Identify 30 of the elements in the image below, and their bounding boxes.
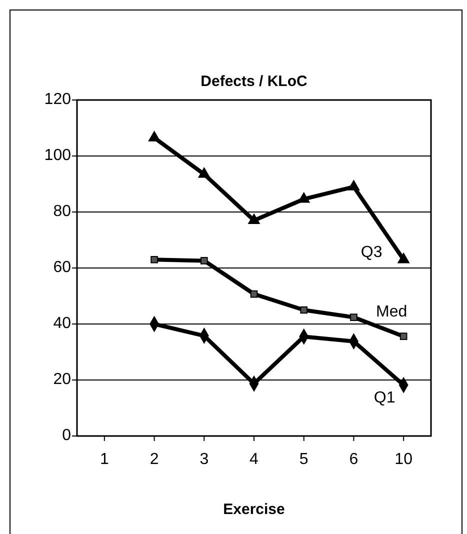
y-tick-label: 20	[53, 371, 72, 388]
x-tick-label: 5	[299, 451, 308, 468]
y-tick-label: 60	[53, 259, 72, 276]
point	[248, 214, 260, 224]
series-label: Q3	[360, 244, 382, 261]
point	[350, 314, 358, 321]
point	[150, 256, 158, 264]
point	[300, 306, 308, 314]
y-tick-label: 40	[53, 315, 72, 332]
series-label: Med	[376, 304, 408, 321]
y-tick-label: 120	[44, 91, 72, 108]
point	[148, 131, 160, 142]
x-tick-label: 6	[349, 451, 358, 468]
y-tick-label: 0	[62, 427, 72, 444]
series-label: Q1	[374, 389, 396, 406]
x-tick-label: 3	[200, 451, 209, 468]
x-tick-label: 2	[150, 451, 159, 468]
x-axis-title: Exercise	[223, 501, 285, 518]
point	[198, 167, 210, 178]
point	[398, 252, 410, 264]
x-tick-label: 4	[250, 451, 259, 468]
x-tick-label: 10	[394, 451, 413, 468]
point	[200, 257, 208, 264]
point	[400, 332, 408, 340]
y-tick-label: 80	[53, 203, 72, 220]
chart-title: Defects / KLoC	[200, 73, 308, 90]
x-tick-label: 1	[100, 451, 109, 468]
point	[348, 180, 360, 190]
point	[250, 290, 258, 298]
y-tick-label: 100	[44, 147, 72, 164]
